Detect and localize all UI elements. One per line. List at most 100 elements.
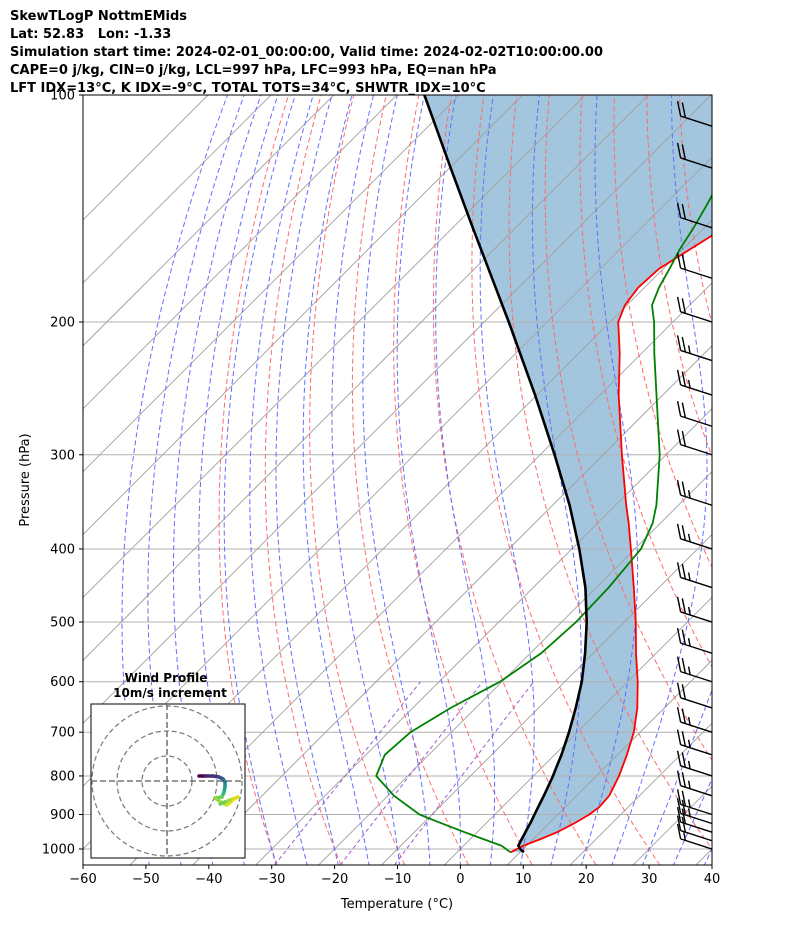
moist-adiabat-line xyxy=(249,95,314,865)
wind-barb xyxy=(676,798,713,825)
wind-barb-staff xyxy=(680,494,713,506)
y-tick-label: 400 xyxy=(50,542,75,557)
wind-barb-staff xyxy=(680,576,713,589)
wind-barb-full xyxy=(681,731,687,747)
isotherm-line xyxy=(83,95,586,599)
wind-barb-full xyxy=(676,100,682,117)
inset-subtitle: 10m/s increment xyxy=(113,686,227,700)
wind-barb-full xyxy=(681,371,687,387)
wind-barb xyxy=(676,682,713,709)
parcel-profile-line xyxy=(423,95,589,854)
y-tick-label: 600 xyxy=(50,675,75,690)
wind-barb xyxy=(676,562,713,589)
wind-barb-full xyxy=(681,204,687,220)
wind-barb-half xyxy=(687,606,691,616)
wind-barb-staff xyxy=(680,415,713,427)
isotherm-line xyxy=(444,596,712,865)
wind-barb xyxy=(676,252,713,279)
wind-barb-staff xyxy=(680,812,713,825)
dry-adiabat-line xyxy=(508,95,712,850)
y-tick-label: 700 xyxy=(50,726,75,741)
wind-barb xyxy=(676,656,713,683)
wind-barb-full xyxy=(676,729,682,745)
wind-profile-inset: Wind Profile 10m/s increment xyxy=(90,671,246,859)
isotherm-line xyxy=(318,470,712,865)
wind-barb xyxy=(676,815,713,842)
wind-barb-staff xyxy=(680,765,713,777)
wind-barb-full xyxy=(681,402,687,418)
moist-adiabat-line xyxy=(479,95,535,865)
y-axis-label: Pressure (hPa) xyxy=(18,433,33,526)
y-tick-label: 100 xyxy=(50,89,75,104)
moist-adiabat-line xyxy=(223,95,296,865)
y-tick-label: 200 xyxy=(50,315,75,330)
wind-barb-half xyxy=(687,533,691,543)
wind-barb-full xyxy=(676,429,682,445)
wind-barb-full xyxy=(676,479,682,496)
wind-barb-full xyxy=(681,790,687,807)
moist-adiabat-line xyxy=(672,777,712,865)
wind-barb xyxy=(676,100,713,127)
wind-barb-full xyxy=(676,296,682,312)
wind-barb-staff xyxy=(680,538,713,550)
moist-adiabat-line xyxy=(302,95,370,865)
wind-barb-half xyxy=(687,760,691,770)
chart-header: SkewTLogP NottmEMids Lat: 52.83 Lon: -1.3… xyxy=(10,8,603,98)
wind-barb xyxy=(676,789,713,816)
wind-barb-full xyxy=(676,806,682,823)
wind-barb-full xyxy=(676,252,682,269)
wind-barb-staff xyxy=(680,311,713,323)
y-tick-label: 300 xyxy=(50,448,75,463)
x-tick-label: −50 xyxy=(132,872,159,887)
isotherm-line xyxy=(83,95,335,347)
cape-line: CAPE=0 j/kg, CIN=0 j/kg, LCL=997 hPa, LF… xyxy=(10,63,497,78)
wind-barb-full xyxy=(681,629,687,645)
wind-barb-full xyxy=(676,682,682,698)
moist-adiabat-line xyxy=(147,95,245,865)
wind-barb-half xyxy=(687,572,691,581)
plot-area xyxy=(83,95,712,865)
x-tick-label: −20 xyxy=(321,872,348,887)
moist-adiabat-line xyxy=(642,688,712,865)
y-tick-label: 1000 xyxy=(42,843,75,858)
wind-barb xyxy=(676,729,713,756)
x-tick-label: −10 xyxy=(384,872,411,887)
x-tick-label: −40 xyxy=(195,872,222,887)
wind-barb-staff xyxy=(680,744,713,756)
wind-barb-half xyxy=(687,799,691,808)
mixing-ratio-line xyxy=(339,681,484,865)
wind-barb-full xyxy=(681,708,687,724)
wind-barb-staff xyxy=(680,611,713,623)
dry-adiabat-line xyxy=(264,95,342,865)
wind-barb-full xyxy=(681,102,687,118)
wind-barb-full xyxy=(676,823,682,840)
moist-adiabat-line xyxy=(198,95,279,865)
isotherm-line xyxy=(83,95,460,473)
moist-adiabat-line xyxy=(435,95,496,865)
wind-barb-full xyxy=(681,808,687,824)
mixing-ratio-line xyxy=(393,681,535,865)
x-tick-label: 30 xyxy=(641,872,658,887)
x-tick-label: −60 xyxy=(69,872,96,887)
wind-barb-full xyxy=(681,816,687,833)
x-tick-label: −30 xyxy=(258,872,285,887)
wind-barb-full xyxy=(676,335,682,351)
temperature-profile-line xyxy=(510,234,712,854)
cape-cin-shading xyxy=(424,95,712,853)
time-line: Simulation start time: 2024-02-01_00:00:… xyxy=(10,45,603,60)
wind-barb-full xyxy=(676,770,682,786)
wind-barb-staff xyxy=(680,384,713,396)
wind-barb xyxy=(676,596,713,623)
wind-barb xyxy=(676,806,713,833)
wind-barb-full xyxy=(681,336,687,353)
wind-barb-full xyxy=(676,706,682,723)
wind-barb-full xyxy=(681,144,687,160)
wind-barb xyxy=(676,429,713,456)
dry-adiabat-line xyxy=(432,95,597,865)
wind-barb xyxy=(676,706,713,733)
isotherm-line xyxy=(83,95,523,536)
dry-adiabat-line xyxy=(309,95,406,865)
wind-barb-staff xyxy=(680,697,713,709)
wind-barb-full xyxy=(676,369,682,386)
wind-barb-full xyxy=(681,799,687,816)
